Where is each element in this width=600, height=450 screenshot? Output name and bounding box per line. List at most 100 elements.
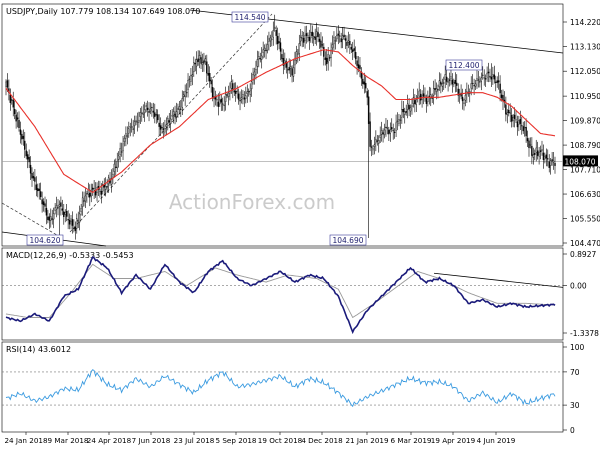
candle-body <box>289 66 292 69</box>
candle-body <box>217 101 220 107</box>
candle-body <box>99 189 101 192</box>
candle-body <box>461 96 464 102</box>
candle-body <box>428 95 431 97</box>
candle-body <box>161 127 163 129</box>
candle-body <box>139 112 142 117</box>
candle-body <box>148 110 150 113</box>
candle-body <box>169 118 172 124</box>
candle-body <box>285 61 287 68</box>
candle-body <box>272 30 274 38</box>
candle-body <box>288 67 290 71</box>
candle-body <box>548 161 550 168</box>
candle-body <box>518 120 520 125</box>
candle-body <box>334 40 337 42</box>
candle-body <box>490 76 493 80</box>
candle-body <box>330 49 332 58</box>
candle-body <box>291 68 293 76</box>
candle-body <box>21 133 23 140</box>
candle-body <box>448 79 451 81</box>
candle-body <box>135 120 137 122</box>
candle-body <box>350 46 352 50</box>
candle-body <box>266 44 269 51</box>
price-annotation-box <box>445 59 483 71</box>
price-annotations: 114.540 104.620 104.690 112.400 <box>26 11 483 246</box>
dashed-rising-trendline <box>69 13 273 233</box>
candle-body <box>399 119 402 121</box>
candle-body <box>276 35 279 45</box>
candle-body <box>311 31 313 36</box>
candle-body <box>204 58 207 62</box>
candle-body <box>37 188 39 192</box>
candle-body <box>240 97 243 100</box>
candle-body <box>318 38 321 42</box>
candle-body <box>55 205 58 210</box>
candle-body <box>404 111 406 115</box>
candle-body <box>253 71 256 76</box>
candle-body <box>191 74 194 77</box>
macd-lines <box>2 255 564 335</box>
candle-body <box>542 152 545 160</box>
candle-body <box>393 131 396 133</box>
candle-body <box>184 90 186 98</box>
candle-body <box>440 81 442 85</box>
candle-body <box>141 112 143 114</box>
candle-body <box>344 38 347 41</box>
candle-body <box>346 41 348 46</box>
candle-body <box>451 79 454 85</box>
candle-body <box>370 146 373 148</box>
price-y-tick-label: 105.550 <box>570 215 600 224</box>
x-tick-label: 21 Jan 2019 <box>345 436 389 445</box>
candle-body <box>200 57 202 64</box>
candle-body <box>80 207 82 212</box>
candle-body <box>340 38 342 43</box>
candle-body <box>175 111 178 117</box>
candle-body <box>456 82 458 86</box>
candle-body <box>414 100 416 105</box>
candle-body <box>117 155 120 160</box>
candle-body <box>526 138 529 142</box>
candle-body <box>479 81 481 83</box>
candle-body <box>284 60 286 64</box>
candle-body <box>237 93 240 100</box>
candle-body <box>493 74 496 80</box>
rsi-line <box>5 369 556 408</box>
candle-body <box>271 38 273 40</box>
candle-body <box>13 108 16 115</box>
candle-body <box>81 197 84 207</box>
candle-body <box>94 190 97 196</box>
price-annotation-box <box>329 234 367 246</box>
candle-body <box>156 114 159 121</box>
candle-body <box>255 69 257 75</box>
candle-body <box>422 93 425 97</box>
candle-body <box>11 99 13 101</box>
candle-body <box>143 109 146 114</box>
current-price-box <box>563 155 598 167</box>
candle-body <box>380 130 383 135</box>
candle-body <box>305 33 308 37</box>
candle-body <box>9 94 12 103</box>
candle-body <box>155 114 157 116</box>
candle-body <box>516 121 519 128</box>
candle-body <box>378 140 380 144</box>
candle-body <box>245 95 247 99</box>
candle-body <box>6 80 9 88</box>
candle-body <box>473 85 475 87</box>
candle-body <box>110 177 113 185</box>
candle-body <box>489 75 491 78</box>
candle-body <box>133 121 136 127</box>
candle-body <box>477 79 480 81</box>
candle-body <box>28 157 30 163</box>
candle-body <box>210 80 212 85</box>
candle-body <box>373 144 376 148</box>
candle-body <box>194 63 196 65</box>
candle-body <box>434 88 436 90</box>
candle-body <box>554 163 556 166</box>
candle-body <box>165 124 168 127</box>
candle-body <box>178 106 181 110</box>
candle-body <box>113 163 116 172</box>
candle-body <box>523 126 526 129</box>
candle-body <box>115 166 117 168</box>
candle-body <box>522 126 524 132</box>
macd-y-axis: 0.8927 0.00 -1.3378 <box>563 250 599 338</box>
